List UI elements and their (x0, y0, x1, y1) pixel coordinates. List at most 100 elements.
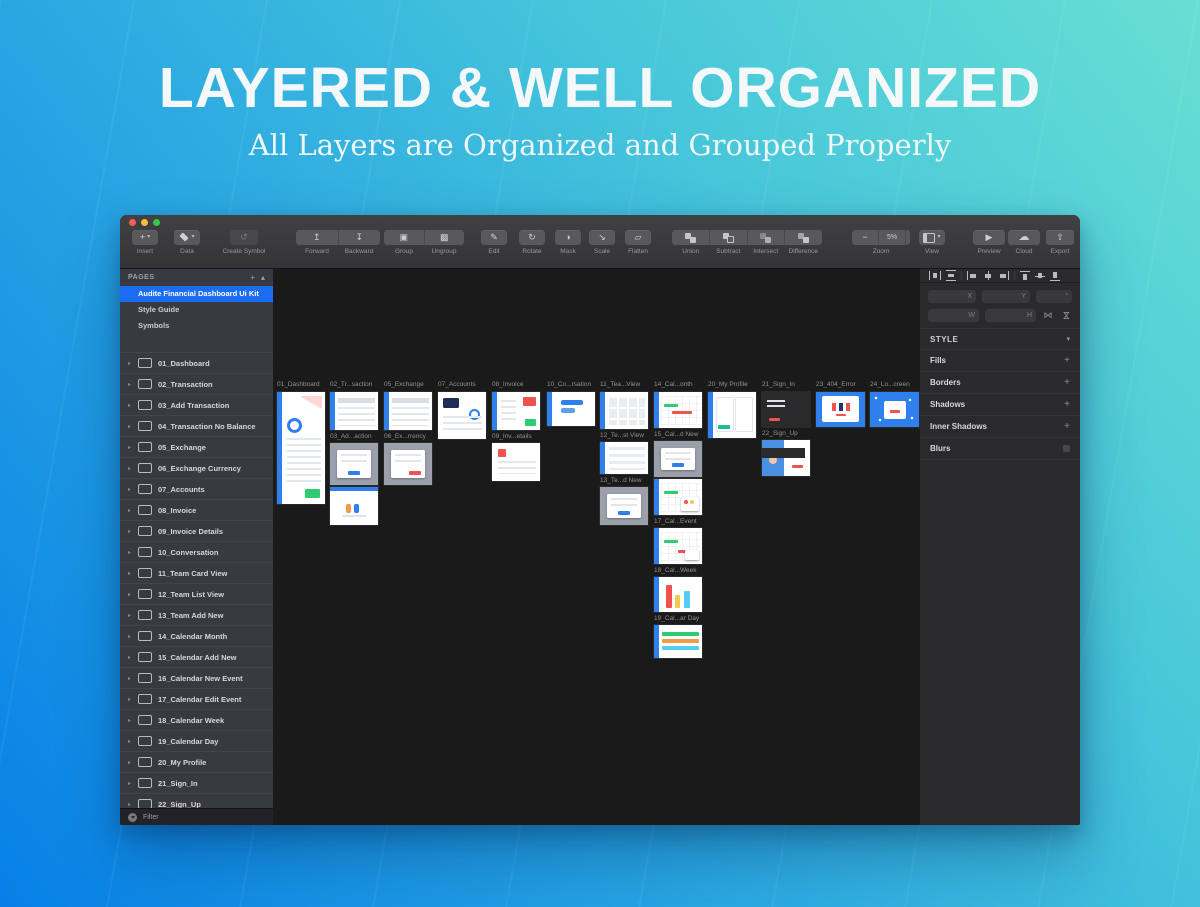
disclosure-triangle-icon[interactable]: ▸ (128, 675, 132, 682)
fullscreen-button[interactable] (153, 219, 160, 226)
style-section-blurs[interactable]: Blurs (920, 438, 1080, 460)
artboard-thumbnail-dashboard[interactable] (277, 392, 325, 504)
artboard-label[interactable]: 24_Lo...creen (870, 381, 910, 388)
add-icon[interactable]: + (1064, 355, 1070, 366)
layer-item[interactable]: ▸ 10_Conversation (120, 542, 273, 563)
artboard-label[interactable]: 09_Inv...etails (492, 433, 532, 440)
disclosure-triangle-icon[interactable]: ▸ (128, 486, 132, 493)
disclosure-triangle-icon[interactable]: ▸ (128, 612, 132, 619)
disclosure-triangle-icon[interactable]: ▸ (128, 654, 132, 661)
artboard-thumbnail-accounts[interactable] (438, 392, 486, 439)
align-top-icon[interactable] (1020, 270, 1030, 281)
flatten-button[interactable]: ▱ (625, 230, 651, 245)
add-icon[interactable]: + (1064, 377, 1070, 388)
disclosure-triangle-icon[interactable]: ▸ (128, 528, 132, 535)
artboard-thumbnail-table[interactable] (384, 392, 432, 430)
artboard-label[interactable]: 02_Tr...saction (330, 381, 373, 388)
layer-item[interactable]: ▸ 16_Calendar New Event (120, 668, 273, 689)
artboard-thumbnail-signin[interactable] (762, 392, 810, 427)
filter-label[interactable]: Filter (143, 813, 159, 821)
layer-item[interactable]: ▸ 13_Team Add New (120, 605, 273, 626)
backward-button[interactable]: ↧ (337, 230, 380, 245)
add-icon[interactable]: + (1064, 399, 1070, 410)
artboard-thumbnail-cal-edit[interactable] (654, 528, 702, 564)
difference-button[interactable] (784, 230, 822, 245)
layer-item[interactable]: ▸ 02_Transaction (120, 374, 273, 395)
artboard-label[interactable]: 15_Cal...d New (654, 431, 699, 438)
artboard-label[interactable]: 23_404_Error (816, 381, 856, 388)
artboard-label[interactable]: 10_Co...rsation (547, 381, 592, 388)
artboard-label[interactable]: 08_Invoice (492, 381, 524, 388)
close-button[interactable] (129, 219, 136, 226)
layer-item[interactable]: ▸ 14_Calendar Month (120, 626, 273, 647)
layer-item[interactable]: ▸ 18_Calendar Week (120, 710, 273, 731)
artboard-label[interactable]: 11_Tea...View (600, 381, 641, 388)
subtract-button[interactable] (708, 230, 747, 245)
filter-icon[interactable] (128, 812, 137, 822)
forward-button[interactable]: ↥ (296, 230, 338, 245)
artboard-thumbnail-table[interactable] (330, 392, 378, 430)
disclosure-triangle-icon[interactable]: ▸ (128, 780, 132, 787)
disclosure-triangle-icon[interactable]: ▸ (128, 423, 132, 430)
layer-item[interactable]: ▸ 12_Team List View (120, 584, 273, 605)
artboard-label[interactable]: 14_Cal...onth (654, 381, 693, 388)
artboard-thumbnail-invoice-detail[interactable] (492, 443, 540, 481)
artboard-label[interactable]: 13_Te...d New (600, 477, 642, 484)
disclosure-triangle-icon[interactable]: ▸ (128, 507, 132, 514)
artboard-thumbnail-team-list[interactable] (600, 442, 648, 474)
disclosure-triangle-icon[interactable]: ▸ (128, 696, 132, 703)
disclosure-triangle-icon[interactable]: ▸ (128, 381, 132, 388)
layer-item[interactable]: ▸ 21_Sign_In (120, 773, 273, 794)
layer-item[interactable]: ▸ 07_Accounts (120, 479, 273, 500)
style-section-shadows[interactable]: Shadows + (920, 394, 1080, 416)
layer-item[interactable]: ▸ 17_Calendar Edit Event (120, 689, 273, 710)
artboard-thumbnail-chat[interactable] (547, 392, 595, 426)
x-field[interactable]: X (928, 290, 976, 303)
page-item[interactable]: Symbols (138, 321, 170, 330)
artboard-thumbnail-team-cards[interactable] (600, 392, 648, 429)
artboard-thumbnail-invoice[interactable] (492, 392, 540, 430)
disclosure-triangle-icon[interactable]: ▸ (128, 633, 132, 640)
width-field[interactable]: W (928, 309, 979, 322)
align-middle-icon[interactable] (1035, 271, 1045, 280)
artboard-thumbnail-modal-gray[interactable] (600, 487, 648, 525)
disclosure-triangle-icon[interactable]: ▸ (128, 402, 132, 409)
artboard-thumbnail-profile[interactable] (708, 392, 756, 438)
mask-button[interactable]: ◑ (555, 230, 581, 245)
layer-item[interactable]: ▸ 15_Calendar Add New (120, 647, 273, 668)
artboard-label[interactable]: 20_My Profile (708, 381, 748, 388)
artboard-label[interactable]: 03_Ad...action (330, 433, 372, 440)
insert-button[interactable]: + ▾ (132, 230, 158, 245)
disclosure-triangle-icon[interactable]: ▸ (128, 591, 132, 598)
zoom-value-field[interactable]: 5% (878, 230, 905, 245)
zoom-in-button[interactable]: + (905, 230, 910, 245)
disclosure-triangle-icon[interactable]: ▸ (128, 360, 132, 367)
ungroup-button[interactable]: ▩ (423, 230, 464, 245)
layer-item[interactable]: ▸ 11_Team Card View (120, 563, 273, 584)
disclosure-triangle-icon[interactable]: ▸ (128, 570, 132, 577)
intersect-button[interactable] (746, 230, 785, 245)
artboard-label[interactable]: 01_Dashboard (277, 381, 320, 388)
cloud-button[interactable]: ☁ (1008, 230, 1040, 245)
disclosure-triangle-icon[interactable]: ▸ (128, 801, 132, 808)
style-section-header[interactable]: STYLE ▾ (920, 329, 1080, 350)
artboard-thumbnail-signup[interactable] (762, 440, 810, 476)
canvas[interactable]: 01_Dashboard 02_Tr...saction 03_Ad...actio… (273, 269, 920, 825)
create-symbol-button[interactable]: ↺ (230, 230, 258, 245)
artboard-label[interactable]: 19_Cal...ar Day (654, 615, 700, 622)
artboard-label[interactable]: 21_Sign_In (762, 381, 795, 388)
artboard-thumbnail-cal-month[interactable] (654, 392, 702, 428)
align-center-icon[interactable] (983, 271, 993, 280)
disabled-toggle-icon[interactable] (1063, 445, 1070, 452)
layer-item[interactable]: ▸ 20_My Profile (120, 752, 273, 773)
artboard-thumbnail-loading[interactable] (870, 392, 919, 427)
layer-item[interactable]: ▸ 03_Add Transaction (120, 395, 273, 416)
align-left-icon[interactable] (967, 271, 978, 280)
disclosure-triangle-icon[interactable]: ▸ (128, 549, 132, 556)
zoom-out-button[interactable]: − (852, 230, 878, 245)
artboard-label[interactable]: 17_Cal...Event (654, 518, 697, 525)
style-section-inner-shadows[interactable]: Inner Shadows + (920, 416, 1080, 438)
artboard-label[interactable]: 22_Sign_Up (762, 430, 798, 437)
flip-horizontal-icon[interactable]: ⋈ (1043, 310, 1053, 320)
collapse-pages-icon[interactable]: ▴ (260, 273, 265, 282)
